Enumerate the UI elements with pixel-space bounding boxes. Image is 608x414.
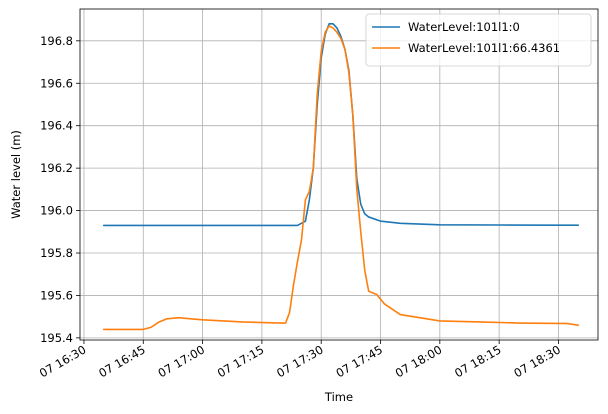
y-tick-label: 196.0 [40,204,73,218]
y-tick-label: 195.6 [40,288,73,302]
y-axis-label: Water level (m) [9,130,23,219]
x-axis-label: Time [324,390,353,404]
legend: WaterLevel:101l1:0 WaterLevel:101l1:66.43… [365,13,592,67]
y-tick-label: 195.8 [40,246,73,260]
y-tick-label: 196.6 [40,76,73,90]
series-line-1 [102,23,580,227]
y-tick-label: 195.4 [40,331,73,345]
legend-box [365,13,592,67]
legend-label: WaterLevel:101l1:0 [408,20,520,34]
series-lines [102,23,580,331]
y-tick-label: 196.4 [40,119,73,133]
y-tick-label: 196.8 [40,34,73,48]
legend-label: WaterLevel:101l1:66.4361 [408,41,560,55]
y-tick-label: 196.2 [40,161,73,175]
plot-frame [79,8,599,341]
series-line-2 [102,25,580,331]
